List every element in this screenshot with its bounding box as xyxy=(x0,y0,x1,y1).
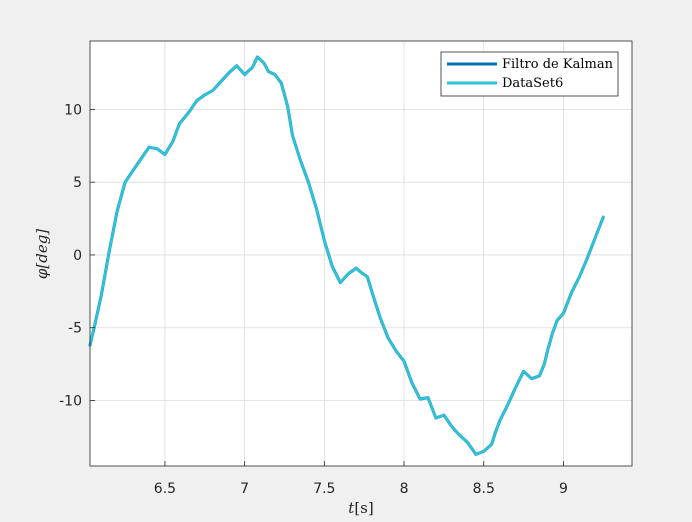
x-tick-label: 7 xyxy=(240,481,249,497)
x-tick-label: 7.5 xyxy=(313,481,335,497)
plot-area[interactable] xyxy=(90,41,632,466)
legend[interactable]: Filtro de Kalman DataSet6 xyxy=(440,51,619,97)
legend-label-dataset6: DataSet6 xyxy=(502,76,563,91)
x-axis-label: t[s] xyxy=(348,499,373,517)
ticks: 6.5 7 7.5 8 8.5 9 10 5 0 -5 -10 xyxy=(59,102,568,497)
legend-box xyxy=(440,51,619,97)
axes-frame xyxy=(89,40,633,467)
x-tick-label: 9 xyxy=(559,481,568,497)
y-tick-label: 5 xyxy=(73,175,82,191)
grid xyxy=(90,41,632,466)
y-tick-label: 10 xyxy=(64,102,82,118)
x-tick-label: 8 xyxy=(400,481,409,497)
series-line-dataset6 xyxy=(88,55,605,456)
legend-label-kalman: Filtro de Kalman xyxy=(502,57,614,72)
y-tick-label: -10 xyxy=(59,394,82,410)
x-tick-label: 8.5 xyxy=(473,481,495,497)
x-tick-label: 6.5 xyxy=(154,481,176,497)
series-lines xyxy=(88,55,605,456)
y-tick-label: -5 xyxy=(68,321,82,337)
y-axis-label: φ[deg] xyxy=(33,229,51,279)
y-tick-label: 0 xyxy=(73,248,82,264)
